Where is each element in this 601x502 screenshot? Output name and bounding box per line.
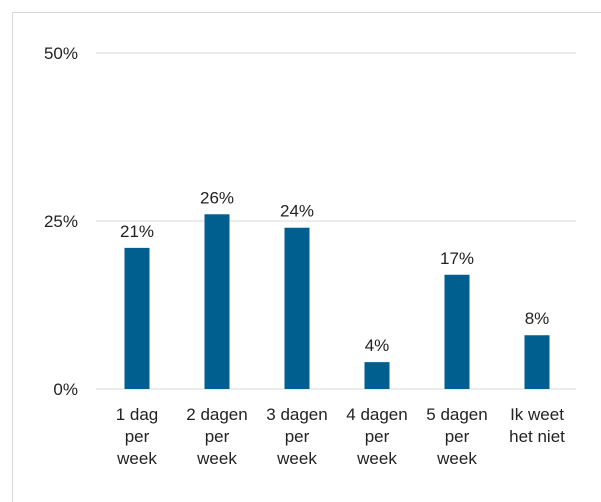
category-label: per [285, 427, 310, 446]
bars [124, 214, 550, 389]
bar [524, 335, 550, 389]
category-label: 1 dag [116, 405, 159, 424]
y-tick-label: 25% [44, 212, 78, 231]
category-label: 5 dagen [426, 405, 487, 424]
category-label: per [445, 427, 470, 446]
category-label: per [125, 427, 150, 446]
category-label: per [205, 427, 230, 446]
data-label: 26% [200, 188, 234, 207]
category-labels: 1 dag per week 2 dagen per week 3 dagen per week… [116, 405, 565, 468]
category-label: 4 dagen [346, 405, 407, 424]
category-label: week [436, 449, 477, 468]
data-label: 21% [120, 222, 154, 241]
category-label: het niet [509, 427, 565, 446]
bar [124, 247, 150, 389]
data-label: 4% [365, 336, 390, 355]
category-label: week [116, 449, 157, 468]
data-labels: 21% 26% 24% 4% 17% 8% [120, 188, 549, 355]
category-label: 2 dagen [186, 405, 247, 424]
bar-chart: 0% 25% 50% 21% 26% 24% 4% 17% 8% 1 dag per week 2 … [44, 44, 576, 468]
y-tick-label: 0% [53, 380, 78, 399]
category-label: week [276, 449, 317, 468]
bar [444, 274, 470, 389]
data-label: 8% [525, 309, 550, 328]
y-axis-ticks: 0% 25% 50% [44, 44, 78, 399]
category-label: 3 dagen [266, 405, 327, 424]
category-label: Ik weet [510, 405, 564, 424]
chart-frame [12, 12, 601, 502]
y-tick-label: 50% [44, 44, 78, 63]
data-label: 24% [280, 202, 314, 221]
category-label: per [365, 427, 390, 446]
bar [204, 214, 230, 389]
data-label: 17% [440, 249, 474, 268]
bar [284, 227, 310, 389]
bar [364, 362, 390, 389]
gridlines [96, 52, 576, 390]
category-label: week [356, 449, 397, 468]
category-label: week [196, 449, 237, 468]
